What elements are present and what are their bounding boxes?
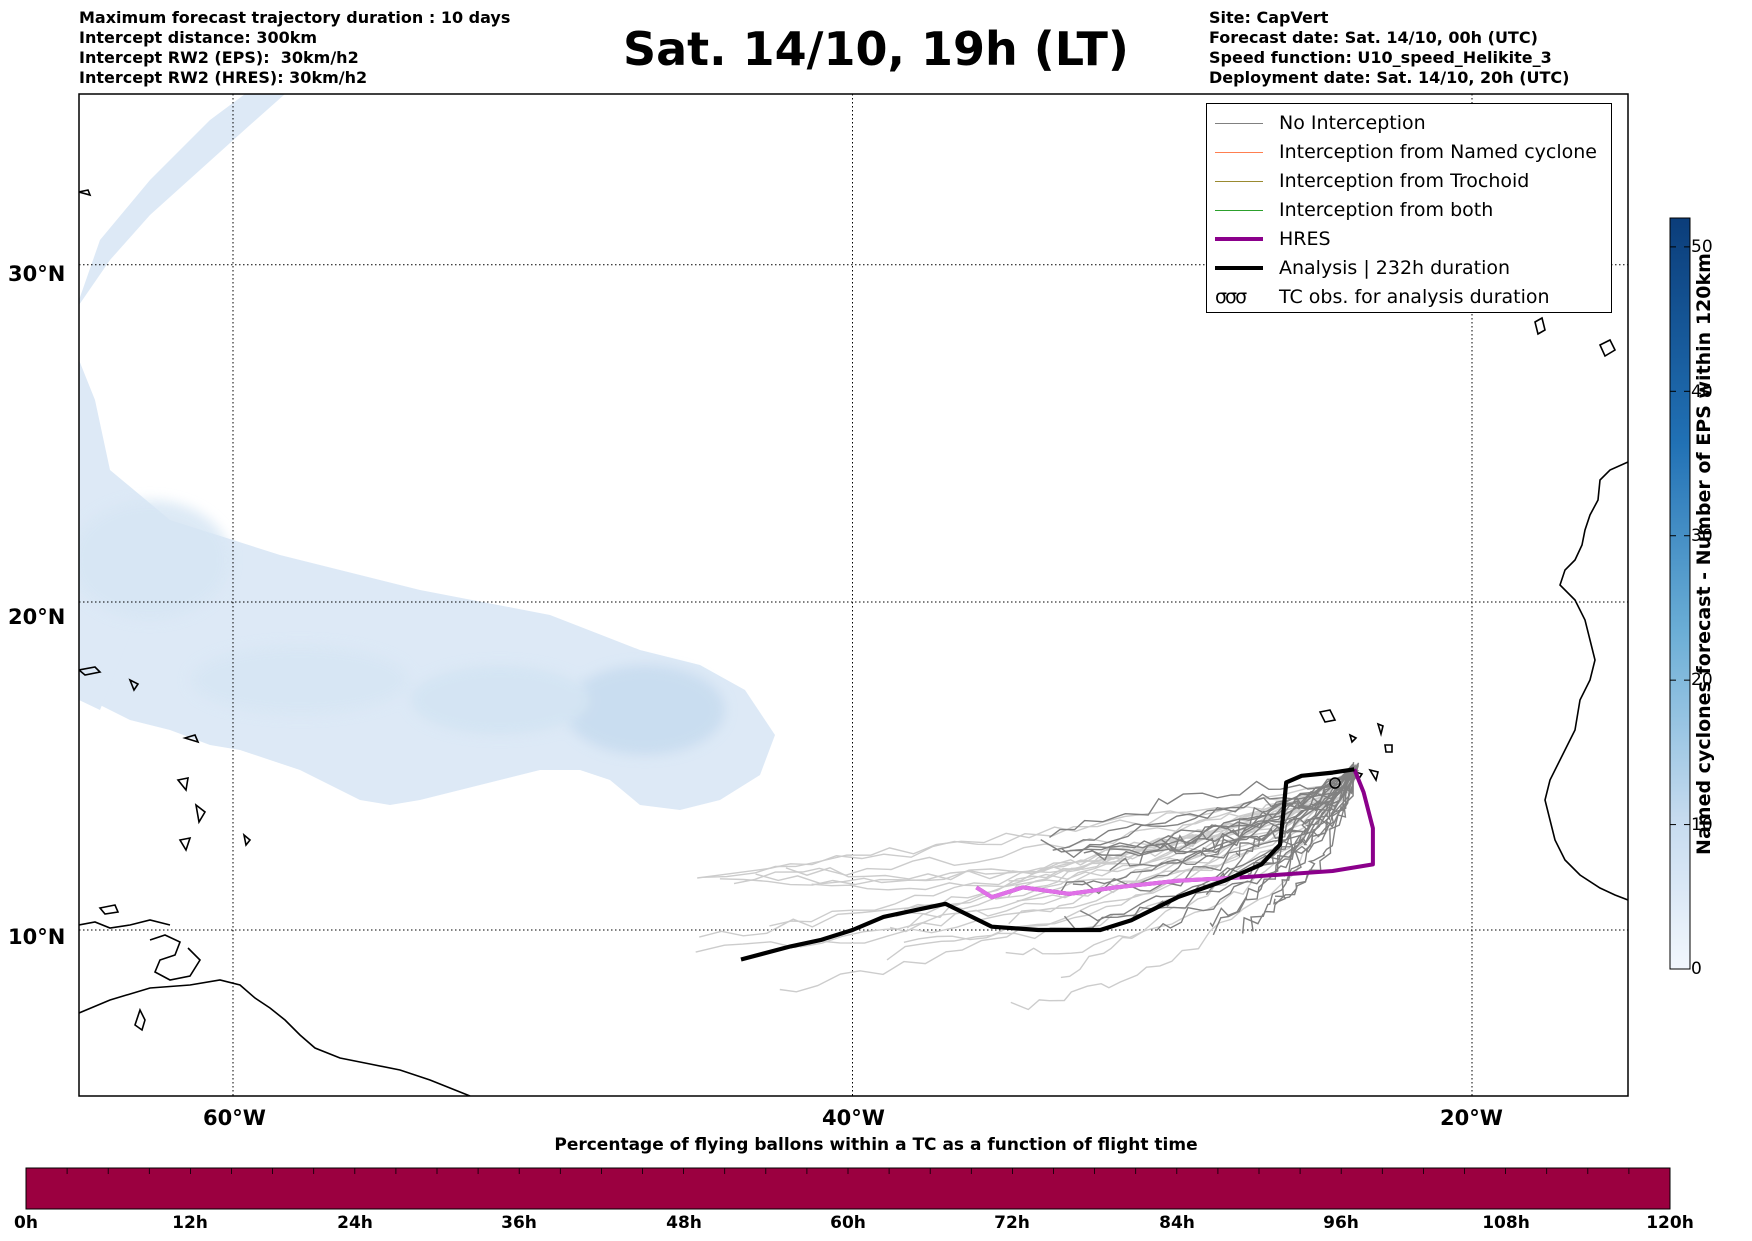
legend-label: TC obs. for analysis duration [1279, 286, 1550, 308]
legend-label: No Interception [1279, 112, 1426, 134]
map-legend: No Interception Interception from Named … [1206, 103, 1612, 313]
bottom-tick-0h: 0h [14, 1213, 38, 1233]
eps-trajectory-line [1040, 763, 1354, 853]
legend-swatch [1215, 237, 1263, 241]
eps-trajectory-line [1083, 765, 1355, 857]
analysis-trajectory [740, 767, 1355, 962]
lon-label-40w: 40°W [822, 1106, 885, 1130]
launch-site-marker [1329, 777, 1341, 789]
lat-label-30n: 30°N [8, 262, 66, 286]
legend-label: Analysis | 232h duration [1279, 257, 1511, 279]
eps-trajectory-line [1273, 777, 1354, 905]
eps-trajectory-line [779, 763, 1357, 993]
eps-trajectory-line [1061, 773, 1360, 859]
bottom-tick-48h: 48h [666, 1213, 702, 1233]
eps-trajectory-line [1242, 762, 1355, 934]
legend-item-tc-obs: σσσ TC obs. for analysis duration [1215, 284, 1550, 310]
legend-label: Interception from both [1279, 199, 1494, 221]
bottom-tick-108h: 108h [1482, 1213, 1530, 1233]
eps-trajectory-line [1063, 764, 1353, 930]
lat-label-20n: 20°N [8, 605, 66, 629]
legend-swatch [1215, 122, 1263, 124]
colorbar-label: Named cyclones forecast - Number of EPS … [1693, 253, 1715, 855]
eps-trajectories-no-interception [1040, 762, 1360, 936]
legend-item-interception-trochoid: Interception from Trochoid [1215, 168, 1529, 194]
bottom-tick-84h: 84h [1159, 1213, 1195, 1233]
legend-item-no-interception: No Interception [1215, 110, 1426, 136]
bottom-tick-36h: 36h [501, 1213, 537, 1233]
eps-trajectory-line [733, 768, 1354, 885]
eps-trajectory-line [1209, 765, 1359, 928]
legend-label: Interception from Trochoid [1279, 170, 1530, 192]
lon-label-60w: 60°W [203, 1106, 266, 1130]
legend-swatch [1215, 151, 1263, 153]
eps-trajectory-line [1155, 764, 1357, 855]
eps-trajectory-line [1109, 767, 1354, 871]
header-line-max-duration: Maximum forecast trajectory duration : 1… [79, 8, 511, 27]
legend-item-hres: HRES [1215, 226, 1331, 252]
legend-item-analysis: Analysis | 232h duration [1215, 255, 1510, 281]
bottom-tick-12h: 12h [172, 1213, 208, 1233]
header-info-left: Maximum forecast trajectory duration : 1… [79, 8, 510, 88]
header-line-intercept-hres: Intercept RW2 (HRES): 30km/h2 [79, 68, 368, 87]
legend-swatch [1215, 209, 1263, 211]
legend-item-interception-named-cyclone: Interception from Named cyclone [1215, 139, 1597, 165]
header-info-right: Site: CapVert Forecast date: Sat. 14/10,… [1209, 8, 1569, 88]
tc-obs-icon: σσσ [1215, 286, 1247, 308]
lat-label-10n: 10°N [8, 925, 66, 949]
figure-title: Sat. 14/10, 19h (LT) [623, 22, 1129, 76]
cyclone-density-core [79, 500, 725, 755]
bottom-colorbar [25, 1167, 1671, 1210]
header-line-site: Site: CapVert [1209, 8, 1329, 27]
eps-trajectory-line [1049, 767, 1358, 838]
eps-trajectory-line [886, 766, 1354, 961]
header-line-intercept-eps: Intercept RW2 (EPS): 30km/h2 [79, 48, 359, 67]
eps-trajectory-line [1005, 774, 1354, 956]
header-line-forecast-date: Forecast date: Sat. 14/10, 00h (UTC) [1209, 28, 1538, 47]
bottom-colorbar-ticks [66, 1168, 1630, 1174]
header-line-speed-function: Speed function: U10_speed_Helikite_3 [1209, 48, 1552, 67]
bottom-tick-72h: 72h [994, 1213, 1030, 1233]
colorbar-tick-40: 40 [1691, 382, 1713, 402]
legend-swatch [1215, 180, 1263, 182]
map-gridlines [79, 94, 1628, 1096]
eps-trajectory-line [1205, 769, 1354, 896]
legend-swatch [1215, 266, 1263, 270]
header-line-deployment-date: Deployment date: Sat. 14/10, 20h (UTC) [1209, 68, 1570, 87]
map-frame [78, 93, 1629, 1097]
colorbar-tick-20: 20 [1691, 670, 1713, 690]
bottom-tick-120h: 120h [1646, 1213, 1694, 1233]
eps-trajectory-line [755, 766, 1354, 885]
eps-trajectory-line [1212, 774, 1359, 936]
right-colorbar [1669, 217, 1691, 970]
header-line-intercept-distance: Intercept distance: 300km [79, 28, 318, 47]
coastlines [79, 189, 1628, 1096]
lon-label-20w: 20°W [1440, 1106, 1503, 1130]
eps-trajectory-line [1247, 765, 1356, 875]
bottom-colorbar-title: Percentage of flying ballons within a TC… [554, 1135, 1198, 1155]
bottom-tick-60h: 60h [830, 1213, 866, 1233]
bottom-tick-96h: 96h [1323, 1213, 1359, 1233]
colorbar-tick-50: 50 [1691, 237, 1713, 257]
colorbar-tick-30: 30 [1691, 526, 1713, 546]
legend-label: Interception from Named cyclone [1279, 141, 1597, 163]
right-colorbar-ticks [1670, 246, 1690, 970]
colorbar-tick-10: 10 [1691, 815, 1713, 835]
eps-trajectory-line [1283, 773, 1355, 877]
eps-trajectory-line [1052, 765, 1352, 851]
legend-item-interception-both: Interception from both [1215, 197, 1493, 223]
bottom-tick-24h: 24h [337, 1213, 373, 1233]
legend-label: HRES [1279, 228, 1331, 250]
hres-trajectory-late [975, 875, 1240, 900]
colorbar-tick-0: 0 [1691, 959, 1702, 979]
